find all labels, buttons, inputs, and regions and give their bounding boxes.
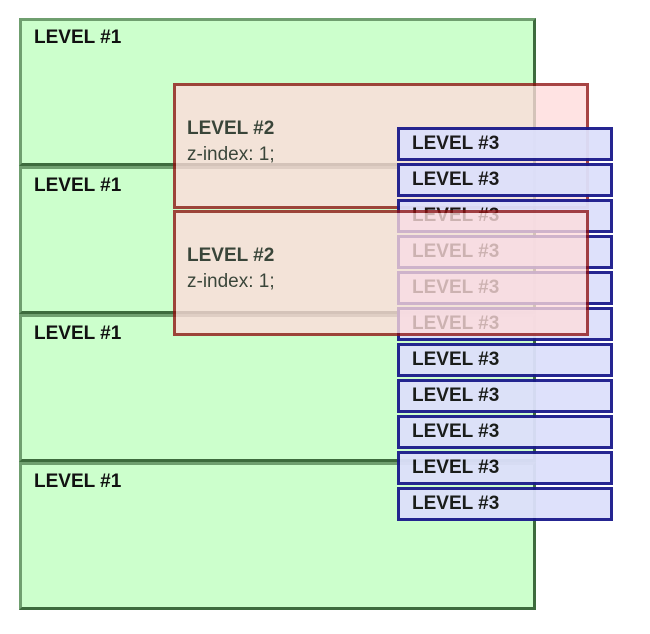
level2-box: LEVEL #2 z-index: 1;: [173, 210, 589, 336]
level1-label: LEVEL #1: [34, 27, 122, 48]
level3-box: LEVEL #3: [397, 163, 613, 197]
level3-label: LEVEL #3: [412, 349, 500, 370]
level3-box: LEVEL #3: [397, 451, 613, 485]
level3-box: LEVEL #3: [397, 379, 613, 413]
level3-label: LEVEL #3: [412, 385, 500, 406]
level1-label: LEVEL #1: [34, 471, 122, 492]
level3-label: LEVEL #3: [412, 133, 500, 154]
level2-label: LEVEL #2: [187, 245, 275, 266]
level3-label: LEVEL #3: [412, 169, 500, 190]
level3-box: LEVEL #3: [397, 415, 613, 449]
level1-label: LEVEL #1: [34, 323, 122, 344]
level3-label: LEVEL #3: [412, 421, 500, 442]
level3-label: LEVEL #3: [412, 457, 500, 478]
level1-label: LEVEL #1: [34, 175, 122, 196]
level3-label: LEVEL #3: [412, 493, 500, 514]
level2-note: z-index: 1;: [187, 144, 275, 165]
level3-box: LEVEL #3: [397, 343, 613, 377]
level2-note: z-index: 1;: [187, 271, 275, 292]
level1-box: LEVEL #1: [19, 462, 536, 610]
level3-box: LEVEL #3: [397, 127, 613, 161]
level3-box: LEVEL #3: [397, 487, 613, 521]
level2-label: LEVEL #2: [187, 118, 275, 139]
